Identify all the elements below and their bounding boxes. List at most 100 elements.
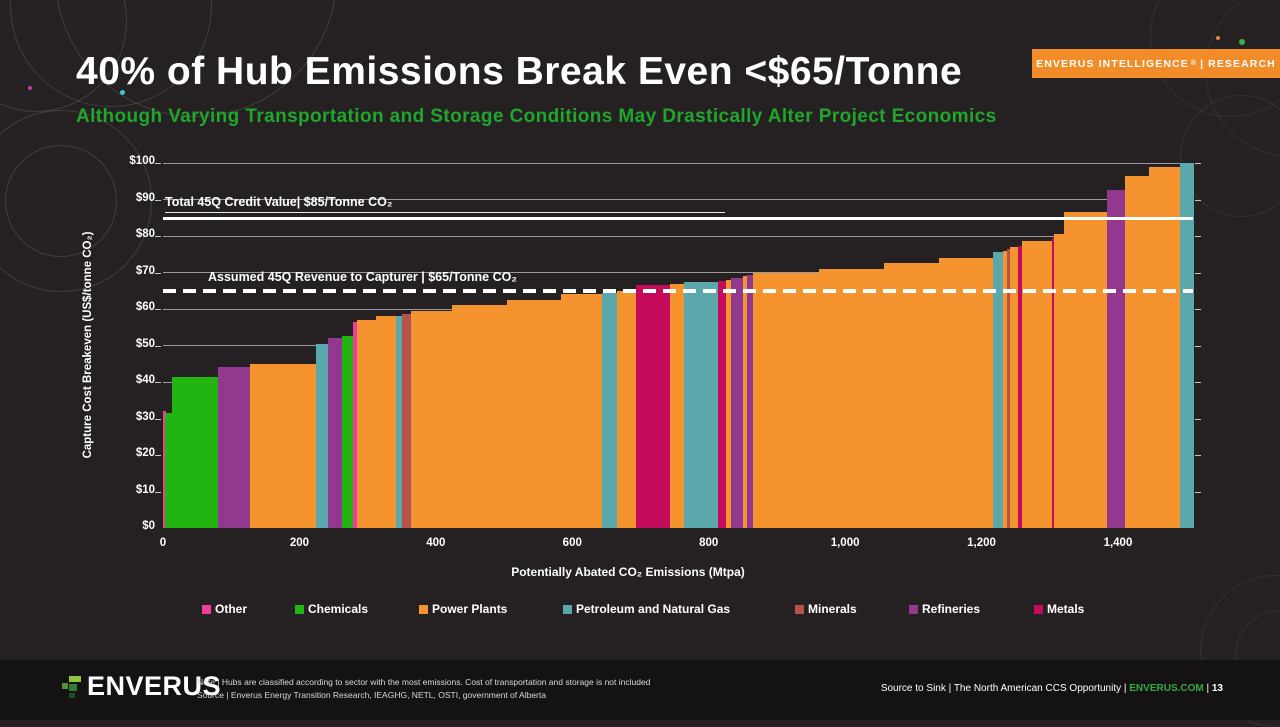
legend-label: Petroleum and Natural Gas <box>576 602 731 616</box>
cost-bar-segment-power <box>669 284 685 528</box>
footer-report-title: Source to Sink | The North American CCS … <box>880 683 1130 694</box>
y-axis-tick-left <box>155 418 161 420</box>
reference-line-85 <box>163 216 1193 220</box>
cost-bar-segment-power <box>725 279 732 528</box>
y-axis-tick-right <box>1195 272 1201 274</box>
cost-bar-segment-refineries <box>746 275 754 528</box>
x-tick-label: 1,400 <box>1103 537 1133 549</box>
legend-swatch-power <box>419 604 428 614</box>
legend-item-refineries: Refineries <box>909 601 980 617</box>
cost-bar-segment-power <box>1053 234 1065 528</box>
y-tick-label: $10 <box>135 483 155 496</box>
footer-source-line: Source to Sink | The North American CCS … <box>881 683 1223 694</box>
x-tick-label: 600 <box>562 537 582 549</box>
legend-swatch-petroleum <box>563 604 572 614</box>
legend-item-chemicals: Chemicals <box>295 601 368 617</box>
y-tick-label: $90 <box>135 191 155 204</box>
page-number: 13 <box>1211 683 1223 694</box>
y-axis-title: Capture Cost Breakeven (US$/tonne CO₂) <box>82 231 94 459</box>
y-tick-label: $60 <box>135 301 155 313</box>
cost-bar-segment-power <box>1148 166 1181 528</box>
y-axis-tick-right <box>1195 455 1201 456</box>
cost-bar-segment-metals <box>1018 245 1023 528</box>
cost-bar-segment-metals <box>1051 237 1055 528</box>
footer-notes: Note | Hubs are classified according to … <box>197 676 650 702</box>
legend-label: Minerals <box>808 602 857 616</box>
y-axis-tick-left <box>155 309 161 310</box>
cost-bar-segment-metals <box>717 280 727 528</box>
cost-bar-segment-chemicals <box>171 376 219 528</box>
decorative-dot-magenta <box>28 86 32 90</box>
y-axis-tick-right <box>1195 418 1201 420</box>
x-tick-label: 0 <box>159 537 167 549</box>
legend-label: Power Plants <box>432 602 508 616</box>
badge-brand: ENVERUS INTELLIGENCE <box>1036 57 1189 70</box>
y-tick-label: $70 <box>135 264 155 277</box>
cost-bar-segment-chemicals <box>342 336 354 528</box>
x-tick-label: 200 <box>289 537 310 549</box>
cost-bar-segment-power <box>411 310 453 528</box>
cost-bar-segment-refineries <box>328 338 343 528</box>
y-axis-tick-right <box>1195 491 1201 493</box>
page-title: 40% of Hub Emissions Break Even <$65/Ton… <box>76 50 963 93</box>
cost-bar-segment-power <box>818 268 885 528</box>
y-tick-label: $30 <box>135 410 155 423</box>
enverus-logo-text: ENVERUS <box>87 671 222 701</box>
y-axis-tick-right <box>1195 309 1201 310</box>
cost-bar-segment-power <box>561 294 603 528</box>
reference-line-65 <box>163 288 1193 293</box>
gridline <box>163 235 1193 237</box>
legend-item-other: Other <box>202 601 247 617</box>
y-tick-label: $100 <box>129 155 155 167</box>
legend-item-power: Power Plants <box>419 601 507 617</box>
cost-bar-segment-power <box>506 299 562 528</box>
page-subtitle: Although Varying Transportation and Stor… <box>76 106 997 127</box>
legend-swatch-other <box>202 604 211 614</box>
footer-note-line: Source | Enverus Energy Transition Resea… <box>197 690 546 700</box>
y-tick-label: $0 <box>142 520 155 532</box>
y-axis-tick-left <box>155 382 161 383</box>
cost-bar-segment-petroleum <box>1180 163 1194 528</box>
legend-label: Refineries <box>922 602 981 616</box>
cost-bar-segment-power <box>1021 241 1053 528</box>
y-axis-tick-left <box>155 236 161 237</box>
y-axis-tick-right <box>1195 199 1201 201</box>
legend-item-petroleum: Petroleum and Natural Gas <box>563 601 730 617</box>
cost-bar-segment-power <box>250 363 317 528</box>
y-tick-label: $20 <box>135 447 155 459</box>
x-tick-label: 1,200 <box>967 537 996 549</box>
badge-rest: | RESEARCH <box>1200 57 1276 70</box>
y-axis-tick-left <box>155 163 161 164</box>
cost-bar-segment-power <box>938 257 994 528</box>
cost-bar-segment-petroleum <box>395 316 403 528</box>
cost-bar-segment-power <box>616 290 637 528</box>
gridline <box>163 199 1193 200</box>
cost-bar-segment-power <box>742 276 748 528</box>
cost-bar-segment-minerals <box>402 314 412 528</box>
cost-bar-segment-refineries <box>730 277 744 528</box>
cost-bar-segment-petroleum <box>684 282 719 528</box>
x-tick-label: 1,000 <box>830 537 860 549</box>
legend-swatch-minerals <box>795 604 804 614</box>
cost-bar-segment-power <box>884 263 940 528</box>
x-tick-label: 800 <box>699 537 719 549</box>
cost-bar-segment-refineries <box>1107 190 1126 528</box>
enverus-com-link[interactable]: ENVERUS.COM <box>1129 683 1204 694</box>
cost-bar-segment-power <box>1003 250 1008 528</box>
enverus-intelligence-research-badge: ENVERUS INTELLIGENCE ® | RESEARCH <box>1032 49 1280 78</box>
cost-bar-segment-chemicals <box>165 413 173 528</box>
plot-area <box>163 162 1194 528</box>
y-axis-tick-right <box>1195 382 1201 383</box>
decorative-dot-orange <box>1216 36 1220 40</box>
enverus-logo-icon <box>62 676 81 698</box>
legend-swatch-refineries <box>909 604 918 614</box>
legend-label: Other <box>215 602 248 616</box>
footer-note-line: Note | Hubs are classified according to … <box>197 677 651 687</box>
y-tick-label: $50 <box>135 337 155 350</box>
cost-bar-segment-power <box>1124 175 1150 528</box>
legend-label: Chemicals <box>308 602 369 616</box>
x-tick-label: 400 <box>426 537 446 549</box>
cost-bar-segment-metals <box>635 285 671 528</box>
cost-bar-segment-other <box>163 411 166 528</box>
